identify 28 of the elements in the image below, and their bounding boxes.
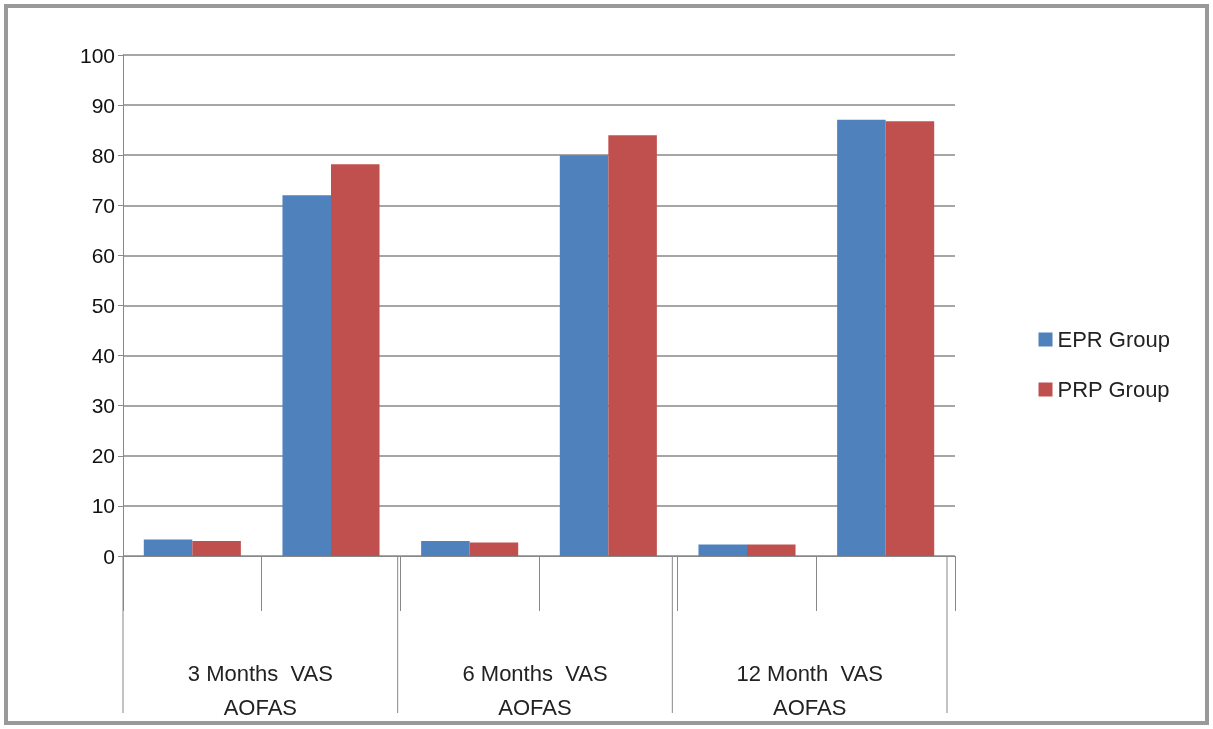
bar [421,540,470,556]
text: 6 Months VAS AOFAS [462,660,608,720]
y-tick-label: 0 [103,544,115,568]
bar [559,155,609,556]
y-tick-label: 80 [91,143,115,167]
text: 12 Month VAS AOFAS [736,660,883,720]
bar [747,544,796,556]
text: 3 Months VAS AOFAS [187,660,333,720]
bar [331,164,380,556]
y-tick-label: 40 [91,344,115,368]
bar [192,540,241,556]
bar [282,195,331,556]
bar [698,544,747,556]
y-tick-label: 100 [79,43,115,67]
y-tick-label: 10 [91,494,115,518]
bar [469,542,519,556]
y-tick-label: 70 [91,193,115,217]
y-tick-label: 60 [91,243,115,267]
bar [837,119,886,556]
bar [885,121,935,556]
bar [608,135,657,556]
bar [143,539,193,556]
y-tick-label: 90 [91,93,115,117]
y-tick-label: 50 [91,294,115,317]
legend-label: PRP Group [1057,377,1170,402]
y-tick-label: 30 [91,394,115,418]
legend-label: EPR Group [1057,327,1171,352]
y-tick-label: 20 [91,444,115,468]
